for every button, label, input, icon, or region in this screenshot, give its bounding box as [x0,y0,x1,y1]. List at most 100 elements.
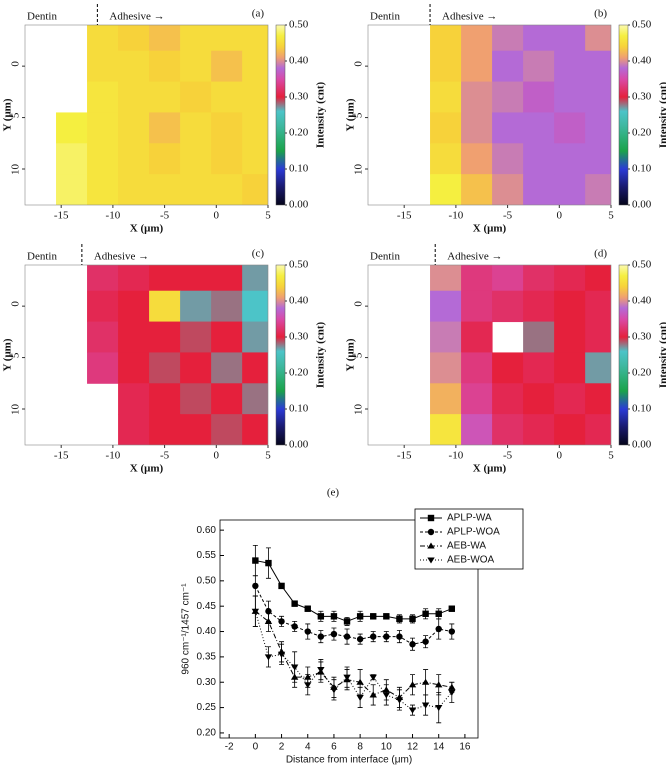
heatmap-cell [585,51,617,82]
heatmap-cell [492,143,524,174]
heatmap-cell [242,174,274,205]
y-axis-label: 960 cm⁻¹/1457 cm⁻¹ [181,583,192,675]
dentin-label: Dentin [27,11,57,23]
marker [436,626,442,632]
heatmap-cell [523,20,555,51]
heatmap-cell [523,383,555,414]
heatmap-cell [180,51,212,82]
marker [370,675,377,681]
heatmap-cell [180,20,212,51]
marker [265,560,271,566]
heatmap-cell [523,143,555,174]
heatmap-cell [461,322,493,353]
heatmap-cell [430,20,462,51]
heatmap-cell [523,260,555,291]
heatmap-cell [87,352,119,383]
marker [449,628,455,634]
x-tick-label: 5 [608,210,614,222]
heatmap-cell [87,82,119,113]
marker [409,616,415,622]
series-line [255,611,451,710]
x-tick-label: -15 [54,450,69,462]
heatmap-cell [180,82,212,113]
heatmap-cell [492,260,524,291]
x-tick-label: -5 [503,210,513,222]
adhesive-label: Adhesive → [94,251,149,263]
heatmap-cell [585,82,617,113]
heatmap-cells [430,260,617,446]
marker [305,628,311,634]
heatmap-cell [554,20,586,51]
heatmap-cell [585,112,617,143]
heatmap-cell [461,20,493,51]
heatmap-cell [554,414,586,445]
heatmap-cell [149,51,181,82]
y-tick-label: 0.25 [197,702,217,713]
marker [291,623,297,629]
legend-marker [428,529,434,535]
marker [318,613,324,619]
heatmap-cell [211,82,243,113]
colorbar-tick-label: 0.40 [289,55,309,67]
y-tick-label: 10 [353,164,365,176]
heatmap-cell [430,352,462,383]
x-tick-label: 0 [557,450,563,462]
marker [252,583,258,589]
heatmap-cell [242,414,274,445]
x-tick-label: -10 [449,210,464,222]
marker [252,557,258,563]
marker [409,708,416,714]
heatmap-cell [87,322,119,353]
heatmap-cell [180,291,212,322]
heatmap-cell [585,291,617,322]
colorbar [619,25,628,205]
heatmap-cell [492,112,524,143]
marker [422,611,428,617]
heatmap-cell [87,112,119,143]
marker [448,690,455,696]
x-tick-label: 5 [608,450,614,462]
heatmap-cell [118,143,150,174]
x-tick-label: -15 [397,450,412,462]
heatmap-cells [430,20,617,206]
heatmap-cell [492,414,524,445]
series-line [255,561,451,622]
dentin-label: Dentin [370,11,400,23]
heatmap-cell [492,383,524,414]
x-tick-label: 5 [265,210,271,222]
x-tick-label: -5 [160,210,170,222]
heatmap-cell [523,82,555,113]
heatmap-cell [492,51,524,82]
y-tick-label: 0.60 [197,525,217,536]
heatmap-cell [554,260,586,291]
x-tick-label: -5 [503,450,513,462]
heatmap-cell [149,143,181,174]
x-tick-label: 4 [305,742,311,753]
y-tick-label: 10 [353,404,365,416]
y-tick-label: 0.55 [197,550,217,561]
legend-label: AEB-WA [447,541,486,552]
heatmap-cell [461,82,493,113]
x-tick-label: -15 [397,210,412,222]
heatmap-cell [554,112,586,143]
heatmap-cell [118,322,150,353]
marker [370,613,376,619]
heatmap-cell [118,112,150,143]
colorbar-tick-label: 0.00 [632,199,652,211]
x-tick-label: -5 [160,450,170,462]
heatmap-cell [430,51,462,82]
colorbar-tick-label: 0.10 [632,403,652,415]
heatmap-cell [242,291,274,322]
heatmap-cell [461,414,493,445]
heatmap-cell [461,174,493,205]
marker [435,705,442,711]
heatmap-cell [492,291,524,322]
heatmap-cell [523,291,555,322]
colorbar-tick-label: 0.00 [632,439,652,451]
marker [331,613,337,619]
colorbar-tick-label: 0.20 [289,127,309,139]
heatmap-cell [585,383,617,414]
heatmap-cell [461,51,493,82]
heatmap-cell [87,174,119,205]
marker [291,600,297,606]
